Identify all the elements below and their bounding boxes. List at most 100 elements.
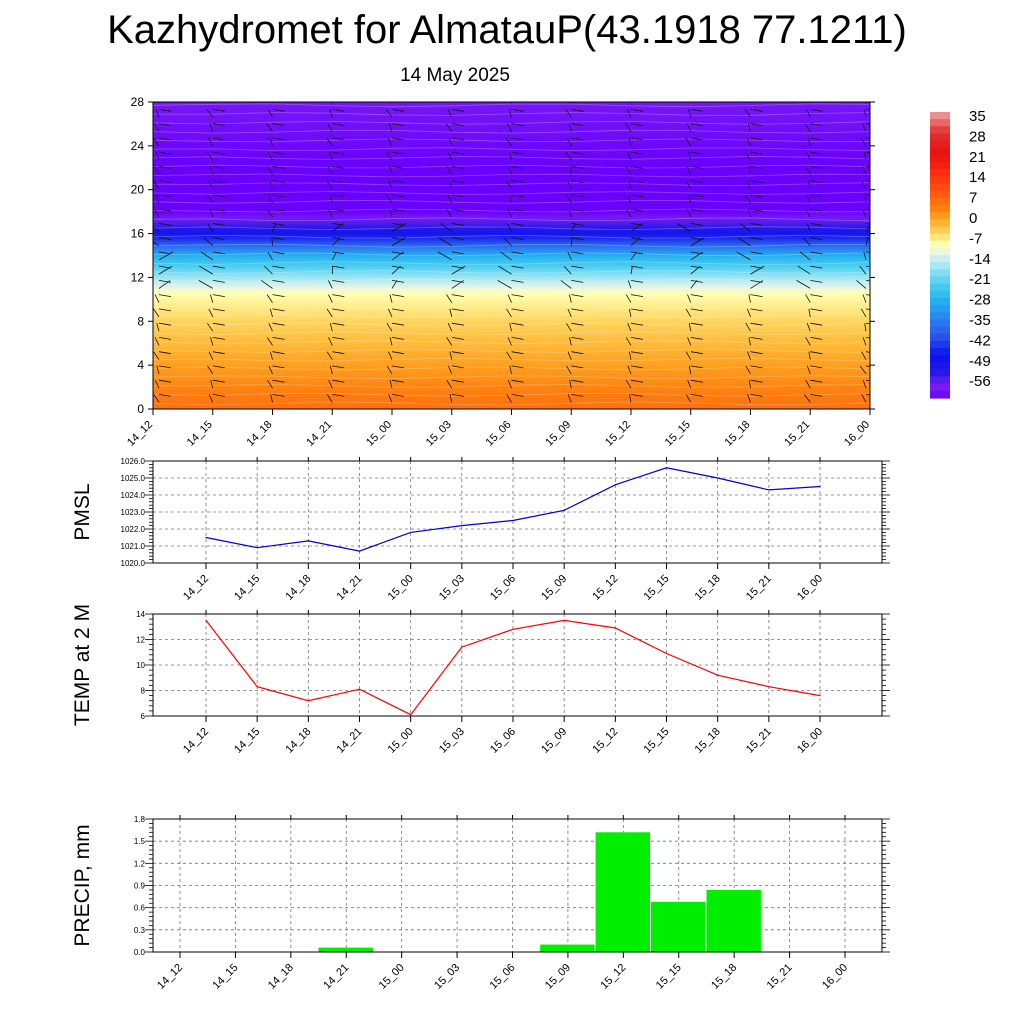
wind-barb bbox=[744, 109, 751, 118]
cross-section-panel: 0 4 8 12 16 20 24 28 14_12 14_15 14_18 14_21 15_00 15… bbox=[125, 95, 878, 449]
wind-barb-flag bbox=[630, 337, 644, 340]
isotherm-line bbox=[153, 217, 870, 222]
wind-barb bbox=[386, 151, 393, 161]
colorbar-segment bbox=[930, 390, 950, 399]
x-tick-label: 15_03 bbox=[437, 726, 467, 756]
wind-barb bbox=[688, 151, 692, 161]
data-point bbox=[563, 619, 565, 622]
wind-barb-flag bbox=[866, 95, 878, 97]
wind-barb-flag bbox=[512, 95, 524, 97]
wind-barb bbox=[805, 380, 811, 389]
wind-barb-flag bbox=[690, 294, 703, 297]
isotherm-line bbox=[153, 147, 870, 152]
precip-bar bbox=[540, 944, 595, 952]
data-point bbox=[512, 628, 514, 630]
wind-barb-flag bbox=[451, 379, 464, 383]
wind-barb bbox=[862, 208, 867, 218]
wind-barb bbox=[627, 280, 632, 289]
wind-barb-flag bbox=[158, 351, 172, 355]
colorbar-label: 35 bbox=[969, 108, 986, 125]
colorbar-segment bbox=[930, 226, 950, 235]
wind-barb bbox=[625, 294, 632, 303]
wind-barb-flag bbox=[511, 166, 524, 169]
wind-barb-flag bbox=[451, 208, 464, 212]
wind-barb bbox=[628, 180, 632, 189]
wind-barb bbox=[156, 365, 160, 375]
wind-barb-flag bbox=[332, 151, 345, 155]
colorbar-segment bbox=[930, 340, 950, 349]
wind-barb-flag bbox=[810, 308, 823, 312]
wind-barb-flag bbox=[750, 194, 763, 198]
wind-barb bbox=[567, 180, 572, 189]
wind-barb bbox=[446, 294, 453, 303]
wind-barb bbox=[739, 223, 751, 232]
wind-barb-flag bbox=[865, 351, 870, 353]
wind-barb bbox=[630, 266, 633, 275]
wind-barb bbox=[745, 322, 751, 332]
colorbar-segment bbox=[930, 197, 950, 206]
colorbar-segment bbox=[930, 269, 950, 278]
wind-barb bbox=[862, 166, 867, 175]
wind-barb bbox=[266, 294, 273, 303]
wind-barb bbox=[154, 166, 160, 175]
wind-barb-flag bbox=[571, 180, 584, 183]
wind-barb-flag bbox=[212, 223, 225, 226]
wind-barb-flag bbox=[810, 351, 823, 355]
wind-barb bbox=[630, 251, 637, 261]
wind-barb bbox=[686, 208, 692, 218]
wind-barb bbox=[567, 394, 572, 403]
isotherm-line bbox=[153, 366, 870, 371]
wind-barb-flag bbox=[571, 208, 584, 212]
x-tick-label: 15_09 bbox=[539, 573, 569, 603]
wind-barb bbox=[567, 137, 572, 147]
wind-barb-flag bbox=[272, 194, 285, 198]
wind-barb-flag bbox=[750, 223, 763, 226]
y-tick-label: 14 bbox=[136, 610, 145, 619]
wind-barb-flag bbox=[571, 365, 584, 369]
wind-barb-flag bbox=[511, 237, 524, 240]
x-tick-label: 15_21 bbox=[744, 726, 774, 756]
isotherm-line bbox=[153, 182, 870, 187]
pmsl-panel: 1020.0 1021.0 1022.0 1023.0 1024.0 1025.0 1026… bbox=[71, 457, 890, 603]
wind-barb-flag bbox=[810, 95, 822, 97]
y-tick-label: 1.8 bbox=[134, 815, 146, 824]
wind-barb bbox=[328, 380, 333, 389]
x-tick-label: 15_12 bbox=[590, 573, 620, 603]
colorbar-segment bbox=[930, 212, 950, 220]
wind-barb-flag bbox=[212, 379, 225, 383]
wind-barb bbox=[388, 308, 393, 318]
wind-barb bbox=[565, 151, 572, 161]
wind-barb-flag bbox=[391, 280, 405, 283]
wind-barb bbox=[627, 194, 632, 204]
wind-barb bbox=[565, 109, 572, 118]
data-point bbox=[819, 485, 821, 488]
wind-barb-flag bbox=[810, 137, 823, 141]
precip-bar bbox=[595, 832, 650, 952]
isotherm-line bbox=[153, 129, 870, 134]
wind-barb bbox=[865, 225, 870, 232]
wind-barb-flag bbox=[212, 166, 225, 169]
wind-barb-flag bbox=[332, 123, 345, 126]
isotherm-line bbox=[153, 226, 870, 231]
wind-barb bbox=[862, 294, 867, 303]
wind-barb bbox=[270, 351, 273, 360]
wind-barb bbox=[268, 194, 273, 204]
wind-barb-flag bbox=[690, 251, 703, 255]
wind-barb bbox=[389, 380, 393, 389]
wind-barb bbox=[268, 365, 273, 375]
wind-barb-flag bbox=[391, 251, 405, 255]
colorbar-segment bbox=[930, 376, 950, 385]
wind-barb bbox=[862, 380, 867, 389]
x-tick-label: 15_12 bbox=[598, 962, 628, 992]
wind-barb-flag bbox=[630, 123, 644, 126]
wind-barb bbox=[570, 223, 577, 232]
wind-barb-flag bbox=[158, 308, 172, 312]
wind-barb bbox=[804, 208, 811, 218]
wind-barb bbox=[329, 194, 333, 204]
wind-barb bbox=[505, 137, 512, 147]
wind-barb-flag bbox=[332, 322, 345, 326]
wind-barb-flag bbox=[391, 137, 405, 141]
wind-barb bbox=[862, 123, 867, 132]
wind-barb-flag bbox=[212, 337, 225, 340]
wind-barb bbox=[503, 237, 512, 246]
